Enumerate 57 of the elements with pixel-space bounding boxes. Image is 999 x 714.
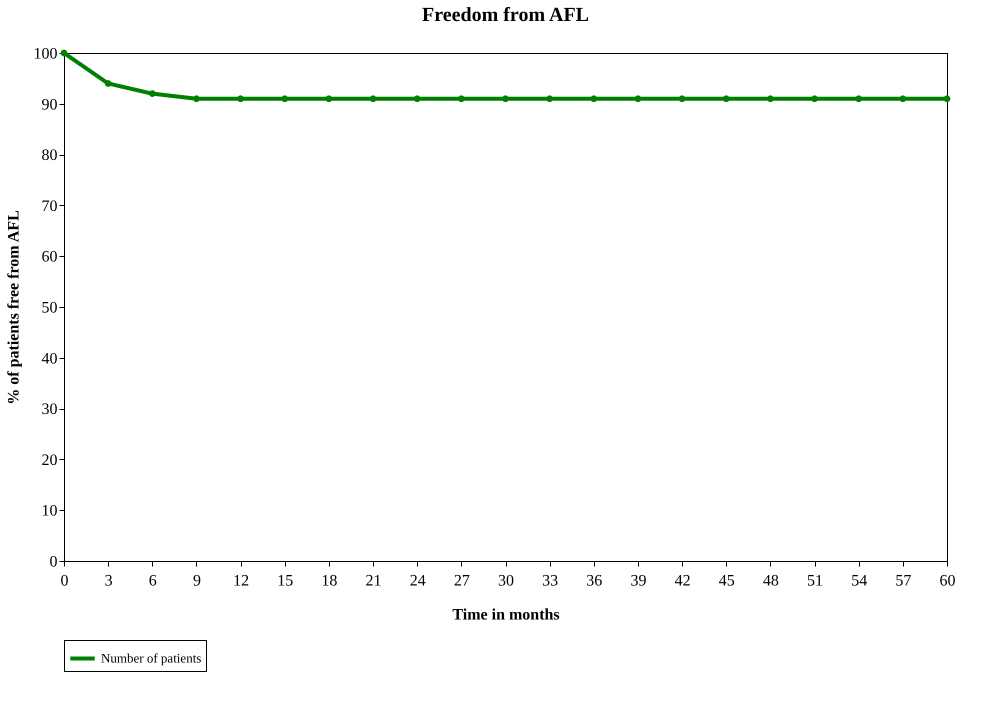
- x-tick-label: 21: [366, 572, 382, 590]
- point: [281, 95, 288, 102]
- y-tick-label: 50: [42, 300, 58, 316]
- point: [104, 80, 112, 87]
- x-tick-label: 30: [498, 572, 514, 590]
- point: [944, 95, 950, 102]
- point: [148, 90, 156, 97]
- y-tick-label: 30: [42, 401, 58, 418]
- x-tick-label: 0: [60, 572, 68, 590]
- x-tick-label: 15: [277, 572, 294, 590]
- x-axis-title: Time in months: [452, 606, 560, 624]
- x-tick-label: 18: [321, 572, 338, 590]
- x-tick-label: 39: [630, 572, 646, 590]
- point: [458, 95, 465, 102]
- x-tick-label: 27: [454, 572, 470, 590]
- point: [590, 95, 598, 102]
- legend-label: Number of patients: [101, 650, 202, 666]
- x-tick-label: 45: [718, 572, 735, 590]
- point: [414, 95, 421, 102]
- y-tick-label: 40: [42, 350, 58, 368]
- point: [811, 95, 818, 102]
- point: [855, 95, 862, 102]
- point: [326, 95, 332, 102]
- chart-title: Freedom from AFL: [422, 4, 590, 26]
- y-tick-label: 0: [50, 554, 58, 570]
- point: [502, 95, 509, 102]
- x-tick-label: 33: [542, 572, 558, 590]
- x-tick-label: 12: [233, 572, 250, 590]
- point: [546, 95, 554, 102]
- y-tick-label: 70: [42, 198, 58, 215]
- point: [767, 95, 774, 102]
- x-tick-label: 48: [762, 572, 779, 590]
- x-tick-label: 3: [104, 572, 113, 590]
- point: [193, 95, 200, 102]
- x-tick-label: 57: [895, 572, 912, 590]
- y-tick-label: 80: [42, 147, 58, 164]
- point: [237, 95, 244, 102]
- y-tick-label: 60: [42, 248, 58, 266]
- x-tick-label: 6: [148, 572, 157, 590]
- point: [634, 95, 642, 102]
- x-tick-label: 9: [192, 572, 201, 590]
- point: [60, 50, 68, 56]
- y-tick-label: 100: [34, 46, 58, 62]
- x-tick-label: 54: [851, 572, 868, 590]
- y-tick-label: 90: [42, 96, 58, 114]
- x-tick-label: 60: [940, 572, 956, 590]
- point: [899, 95, 906, 102]
- point: [722, 95, 730, 102]
- x-tick-label: 24: [410, 572, 426, 590]
- y-tick-label: 20: [42, 452, 58, 469]
- y-tick-label: 10: [42, 502, 58, 520]
- x-tick-label: 36: [586, 572, 602, 590]
- x-tick-label: 42: [674, 572, 691, 590]
- point: [678, 95, 686, 102]
- point: [370, 95, 376, 102]
- y-axis-title: % of patients free from AFL: [6, 210, 22, 405]
- x-tick-label: 51: [807, 572, 824, 590]
